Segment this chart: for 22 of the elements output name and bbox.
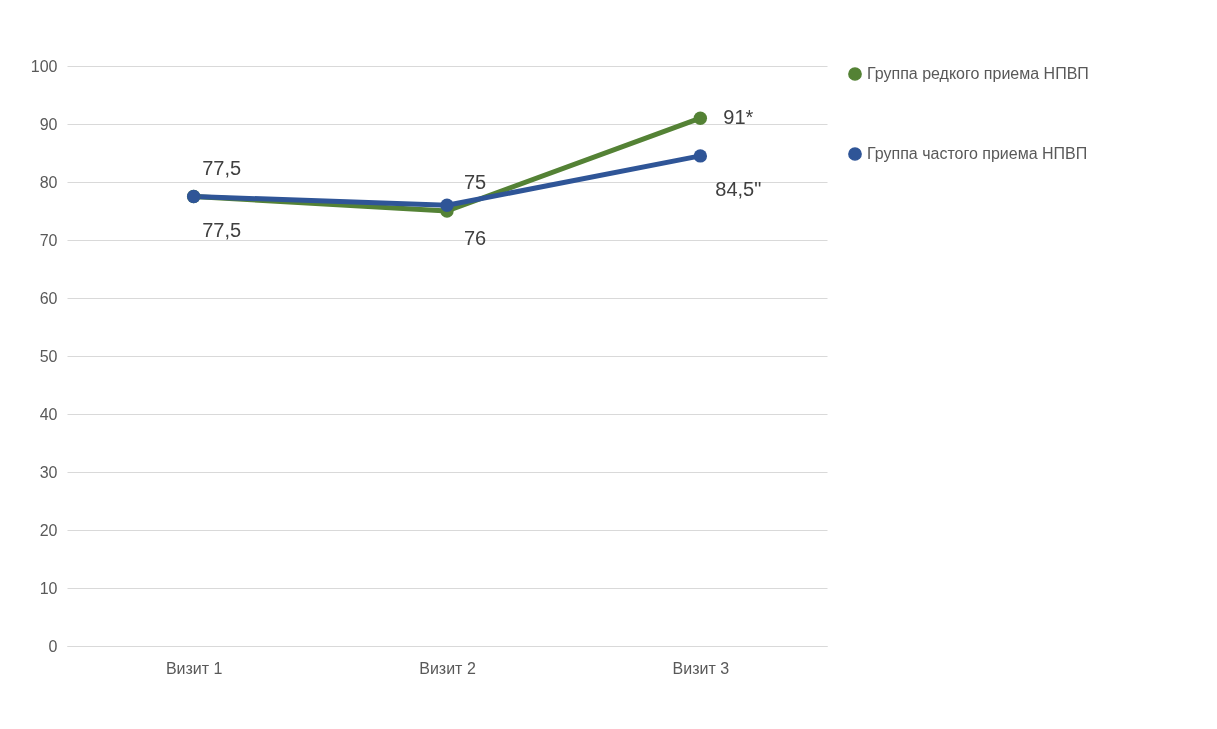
y-tick-label: 50	[39, 347, 58, 365]
data-label: 77,5	[202, 218, 242, 241]
legend-label: Группа частого приема НПВП	[867, 145, 1088, 162]
y-tick-label: 10	[39, 579, 58, 597]
x-tick-label: Визит 3	[672, 659, 730, 677]
data-label: 76	[463, 227, 487, 250]
y-tick-label: 80	[39, 173, 58, 191]
y-tick-label: 60	[39, 289, 58, 307]
legend-label: Группа редкого приема НПВП	[867, 65, 1089, 82]
y-tick-label: 40	[39, 405, 58, 423]
x-tick-label: Визит 1	[165, 659, 223, 677]
data-label: 77,5	[202, 156, 242, 179]
y-tick-label: 20	[39, 521, 58, 539]
y-tick-label: 70	[39, 231, 58, 249]
y-tick-label: 0	[48, 637, 58, 655]
data-label: 84,5"	[715, 177, 762, 200]
data-label: 91*	[723, 106, 754, 129]
y-tick-label: 30	[39, 463, 58, 481]
data-label: 75	[463, 171, 487, 193]
y-tick-label: 100	[30, 57, 58, 75]
y-tick-label: 90	[39, 115, 58, 133]
x-tick-label: Визит 2	[419, 659, 476, 677]
